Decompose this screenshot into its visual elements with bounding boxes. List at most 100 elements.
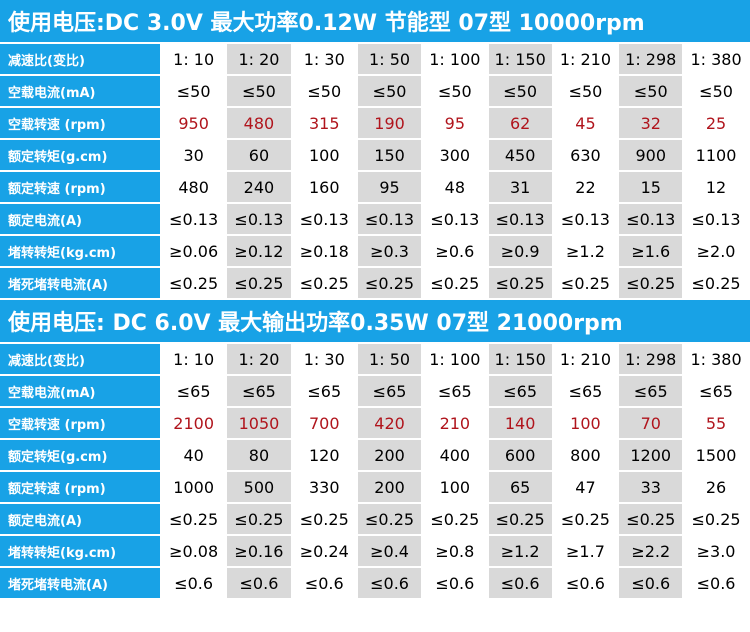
row-label: 额定转速 (rpm) xyxy=(0,472,160,502)
row-label: 空载电流(mA) xyxy=(0,376,160,406)
value-cell: 95 xyxy=(423,108,487,138)
value-cell: 1050 xyxy=(227,408,291,438)
value-cell: ≤0.25 xyxy=(553,504,618,534)
value-cell: ≤0.25 xyxy=(357,504,422,534)
value-cell: 95 xyxy=(357,172,422,202)
value-cell: 100 xyxy=(423,472,487,502)
row-label: 堵死堵转电流(A) xyxy=(0,568,160,598)
value-cell: 70 xyxy=(619,408,683,438)
row-label: 减速比(变比) xyxy=(0,344,160,374)
value-cell: ≤65 xyxy=(227,376,291,406)
value-cell: 12 xyxy=(684,172,748,202)
value-cell: ≥0.18 xyxy=(292,236,356,266)
value-cell: 950 xyxy=(162,108,226,138)
value-cell: ≤0.25 xyxy=(162,504,226,534)
value-cell: 600 xyxy=(488,440,552,470)
value-cell: 1: 10 xyxy=(162,344,226,374)
value-cell: ≥0.06 xyxy=(162,236,226,266)
value-cell: 450 xyxy=(488,140,552,170)
row-label: 额定电流(A) xyxy=(0,204,160,234)
value-cell: 1: 298 xyxy=(619,44,683,74)
value-cell: 480 xyxy=(162,172,226,202)
row-label: 堵死堵转电流(A) xyxy=(0,268,160,298)
value-cell: 47 xyxy=(553,472,618,502)
value-cell: 33 xyxy=(619,472,683,502)
value-cell: ≤0.13 xyxy=(227,204,291,234)
value-cell: 160 xyxy=(292,172,356,202)
value-cell: 40 xyxy=(162,440,226,470)
value-cell: ≤0.25 xyxy=(162,268,226,298)
value-cell: ≤0.13 xyxy=(423,204,487,234)
row-label: 空载转速 (rpm) xyxy=(0,408,160,438)
value-cell: 630 xyxy=(553,140,618,170)
value-cell: 800 xyxy=(553,440,618,470)
value-cell: 1200 xyxy=(619,440,683,470)
value-cell: 210 xyxy=(423,408,487,438)
value-cell: 400 xyxy=(423,440,487,470)
value-cell: 1: 210 xyxy=(553,44,618,74)
value-cell: 1000 xyxy=(162,472,226,502)
value-cell: 1: 30 xyxy=(292,44,356,74)
value-cell: ≥1.6 xyxy=(619,236,683,266)
value-cell: ≤0.13 xyxy=(553,204,618,234)
value-cell: ≤50 xyxy=(553,76,618,106)
value-cell: ≥1.2 xyxy=(488,536,552,566)
table-title: 使用电压:DC 3.0V 最大功率0.12W 节能型 07型 10000rpm xyxy=(0,0,750,42)
value-cell: ≤0.13 xyxy=(619,204,683,234)
value-cell: ≤50 xyxy=(227,76,291,106)
value-cell: 1: 100 xyxy=(423,44,487,74)
value-cell: ≤0.13 xyxy=(292,204,356,234)
row-label: 减速比(变比) xyxy=(0,44,160,74)
row-label: 空载电流(mA) xyxy=(0,76,160,106)
row-label: 额定电流(A) xyxy=(0,504,160,534)
value-cell: ≤50 xyxy=(292,76,356,106)
value-cell: 1100 xyxy=(684,140,748,170)
value-cell: ≤0.6 xyxy=(292,568,356,598)
value-cell: 150 xyxy=(357,140,422,170)
value-cell: 1: 30 xyxy=(292,344,356,374)
value-cell: 100 xyxy=(292,140,356,170)
value-cell: ≤50 xyxy=(488,76,552,106)
value-cell: 1: 210 xyxy=(553,344,618,374)
value-cell: ≤0.6 xyxy=(357,568,422,598)
value-cell: 190 xyxy=(357,108,422,138)
value-cell: ≤0.13 xyxy=(162,204,226,234)
value-cell: ≤0.25 xyxy=(619,504,683,534)
value-cell: ≤50 xyxy=(684,76,748,106)
value-cell: 30 xyxy=(162,140,226,170)
value-cell: ≤50 xyxy=(423,76,487,106)
value-cell: ≤65 xyxy=(423,376,487,406)
value-cell: ≤0.25 xyxy=(684,268,748,298)
value-cell: 1: 380 xyxy=(684,344,748,374)
value-cell: ≤0.25 xyxy=(292,504,356,534)
value-cell: ≤0.6 xyxy=(162,568,226,598)
value-cell: ≥2.2 xyxy=(619,536,683,566)
value-cell: ≤0.25 xyxy=(357,268,422,298)
row-label: 堵转转矩(kg.cm) xyxy=(0,536,160,566)
value-cell: 1: 380 xyxy=(684,44,748,74)
value-cell: ≤65 xyxy=(619,376,683,406)
value-cell: 300 xyxy=(423,140,487,170)
row-label: 额定转矩(g.cm) xyxy=(0,140,160,170)
value-cell: ≥0.24 xyxy=(292,536,356,566)
value-cell: ≤65 xyxy=(553,376,618,406)
row-label: 空载转速 (rpm) xyxy=(0,108,160,138)
value-cell: 500 xyxy=(227,472,291,502)
value-cell: 1: 150 xyxy=(488,44,552,74)
value-cell: ≤0.25 xyxy=(684,504,748,534)
value-cell: 65 xyxy=(488,472,552,502)
value-cell: 100 xyxy=(553,408,618,438)
value-cell: ≤0.25 xyxy=(292,268,356,298)
value-cell: 60 xyxy=(227,140,291,170)
row-label: 堵转转矩(kg.cm) xyxy=(0,236,160,266)
value-cell: 1500 xyxy=(684,440,748,470)
value-cell: 1: 50 xyxy=(357,44,422,74)
value-cell: 1: 10 xyxy=(162,44,226,74)
value-cell: ≤0.13 xyxy=(488,204,552,234)
value-cell: 1: 100 xyxy=(423,344,487,374)
value-cell: ≤0.25 xyxy=(423,268,487,298)
value-cell: ≤0.25 xyxy=(488,268,552,298)
value-cell: ≥1.7 xyxy=(553,536,618,566)
value-cell: 80 xyxy=(227,440,291,470)
